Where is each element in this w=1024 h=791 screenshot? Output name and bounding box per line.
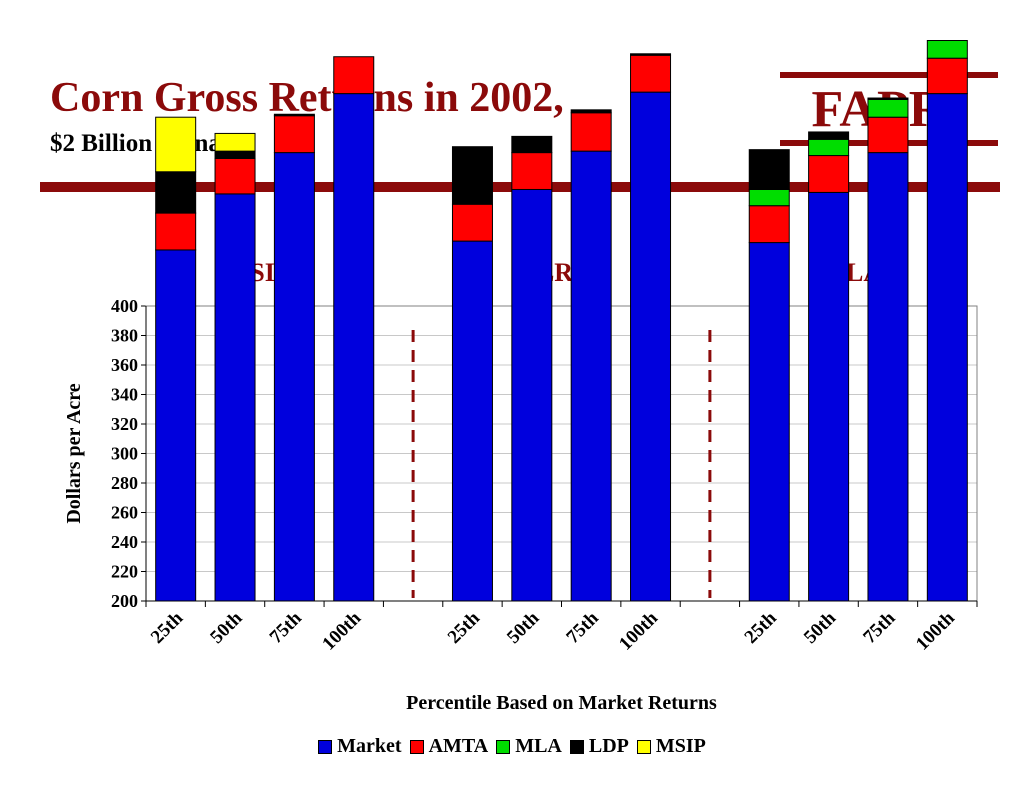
bar-segment-mla [808, 138, 850, 157]
bar-segment-market [867, 152, 909, 602]
legend-label: AMTA [428, 735, 489, 757]
y-tick-label: 300 [111, 444, 138, 464]
bar-segment-market [808, 191, 850, 602]
x-axis-title: Percentile Based on Market Returns [406, 692, 717, 714]
y-tick-label: 260 [111, 503, 138, 523]
legend-label: MSIP [655, 735, 706, 757]
legend-swatch [409, 739, 424, 754]
bar-segment-market [214, 193, 256, 602]
legend-item: MLA [496, 735, 562, 758]
x-tick-label: 25th [741, 607, 782, 648]
bar-segment-amta [155, 212, 197, 251]
bar-segment-ldp [808, 131, 850, 140]
bar-segment-market [748, 242, 790, 602]
x-tick-label: 50th [503, 607, 544, 648]
legend-swatch [636, 739, 651, 754]
x-tick-label: 50th [206, 607, 247, 648]
y-tick-label: 340 [111, 385, 138, 405]
bar-segment-amta [808, 155, 850, 193]
x-tick-label: 25th [147, 607, 188, 648]
y-tick-label: 280 [111, 473, 138, 493]
legend-swatch [496, 739, 511, 754]
bar-segment-ldp [570, 109, 612, 114]
legend: Market AMTA MLA LDP MSIP [0, 735, 1024, 760]
y-tick-label: 220 [111, 562, 138, 582]
bar-segment-market [926, 93, 968, 602]
y-axis-title: Dollars per Acre [63, 383, 85, 523]
bar-segment-ldp [867, 97, 909, 101]
bar-segment-amta [570, 112, 612, 152]
x-tick-label: 100th [318, 607, 365, 654]
bar-segment-market [155, 249, 197, 602]
x-tick-label: 100th [615, 607, 662, 654]
bar-segment-amta [214, 158, 256, 195]
legend-swatch [569, 739, 584, 754]
legend-label: Market [337, 735, 402, 757]
bar-segment-market [333, 93, 375, 602]
bar-segment-market [511, 188, 553, 602]
bar-segment-mla [748, 188, 790, 207]
bar-segment-market [273, 152, 315, 602]
slide-title: Corn Gross Returns in 2002, [50, 75, 564, 121]
legend-label: MLA [515, 735, 562, 757]
y-tick-label: 380 [111, 326, 138, 346]
bar-segment-amta [926, 57, 968, 95]
legend-swatch [318, 739, 333, 754]
x-tick-label: 100th [912, 607, 959, 654]
bar-segment-msip [214, 132, 256, 152]
x-tick-label: 75th [859, 607, 900, 648]
bar-segment-amta [273, 115, 315, 154]
legend-item: MSIP [636, 735, 706, 758]
legend-item: LDP [569, 735, 629, 758]
bar-segment-amta [867, 116, 909, 154]
bar-segment-amta [748, 205, 790, 244]
bar-segment-ldp [155, 171, 197, 214]
y-tick-label: 240 [111, 532, 138, 552]
bar-segment-mla [926, 40, 968, 59]
y-tick-label: 360 [111, 355, 138, 375]
bar-segment-market [570, 150, 612, 602]
bar-segment-amta [451, 203, 493, 242]
bar-segment-market [630, 91, 672, 602]
bar-segment-market [451, 240, 493, 602]
bar-segment-amta [511, 152, 553, 190]
x-tick-label: 75th [562, 607, 603, 648]
bar-segment-ldp [451, 146, 493, 205]
bar-segment-mla [867, 99, 909, 118]
logo-line-top [780, 72, 998, 78]
bar-segment-ldp [511, 135, 553, 154]
bar-segment-msip [155, 116, 197, 173]
legend-item: AMTA [409, 735, 489, 758]
y-tick-label: 200 [111, 591, 138, 611]
y-tick-label: 320 [111, 414, 138, 434]
bar-segment-ldp [214, 150, 256, 159]
bar-segment-ldp [630, 53, 672, 56]
x-tick-label: 50th [800, 607, 841, 648]
bar-segment-amta [333, 56, 375, 95]
legend-item: Market [318, 735, 402, 758]
bar-segment-ldp [273, 113, 315, 117]
legend-label: LDP [588, 735, 629, 757]
y-tick-label: 400 [111, 296, 138, 316]
x-tick-label: 75th [266, 607, 307, 648]
bar-segment-ldp [748, 149, 790, 190]
x-tick-label: 25th [444, 607, 485, 648]
bar-segment-amta [630, 54, 672, 93]
